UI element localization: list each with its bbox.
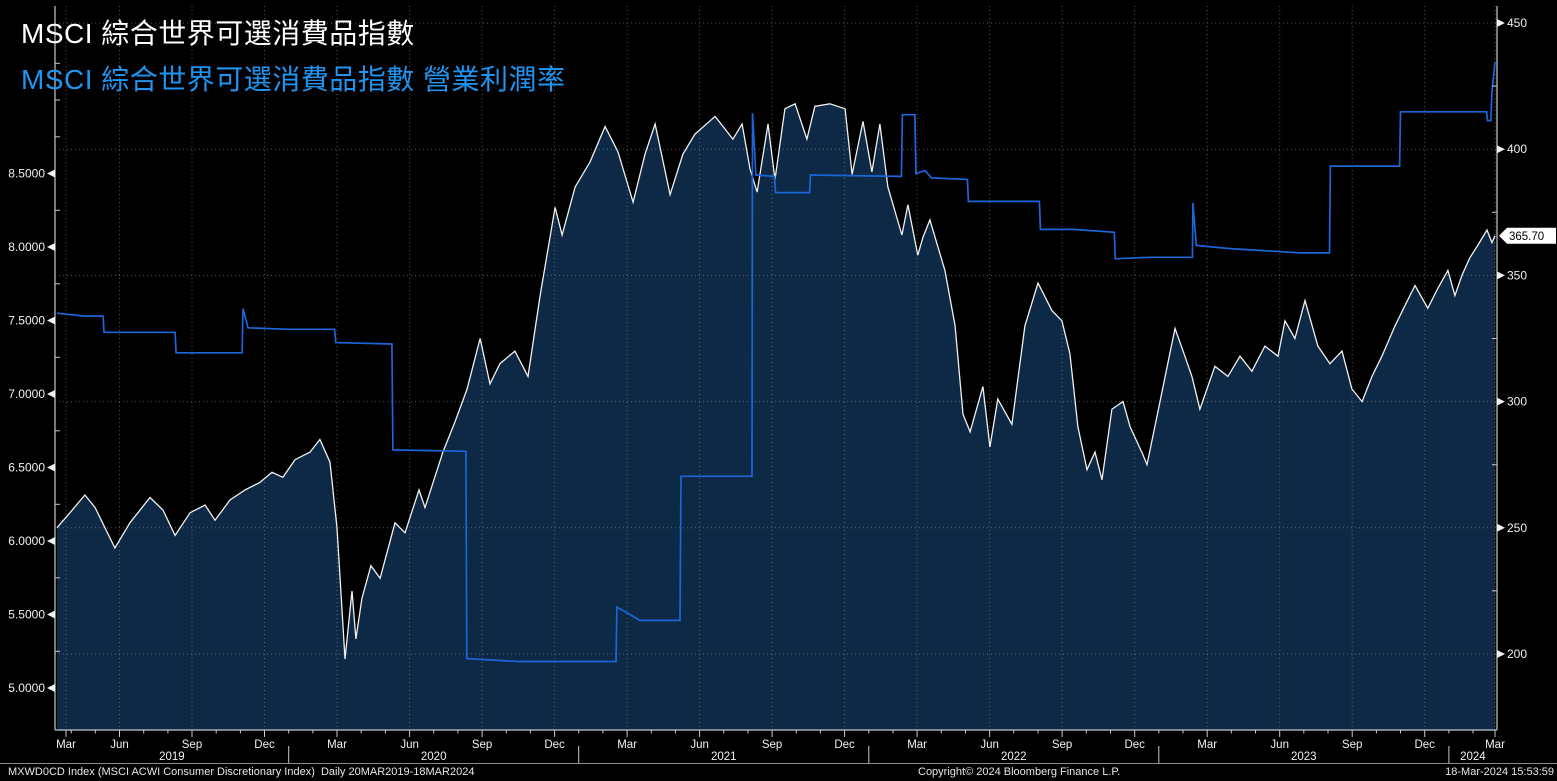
right-axis-tick-arrow — [1497, 271, 1505, 280]
status-security-info: MXWD0CD Index (MSCI ACWI Consumer Discre… — [8, 766, 475, 778]
left-axis-tick-arrow — [47, 390, 55, 398]
x-axis-month-label: Sep — [472, 739, 492, 751]
x-axis-year-label: 2024 — [1460, 751, 1486, 763]
x-axis-month-label: Sep — [762, 739, 782, 751]
right-axis-tick-arrow — [1497, 650, 1505, 658]
operating-margin-line — [56, 61, 1496, 663]
right-axis-label: 450 — [1507, 16, 1527, 30]
left-axis-label: 6.5000 — [8, 461, 45, 475]
right-axis-tick-arrow — [1497, 523, 1505, 532]
left-axis-label: 5.5000 — [8, 608, 45, 622]
status-datetime: 18-Mar-2024 15:53:59 — [1445, 766, 1554, 778]
left-axis-tick-arrow — [47, 169, 55, 178]
x-axis-month-label: Mar — [907, 739, 927, 751]
right-axis: 450 400 350 300 250 200 — [1492, 16, 1527, 661]
x-axis-month-label: Sep — [1342, 739, 1362, 751]
left-axis-label: 5.0000 — [8, 681, 45, 695]
left-axis: 8.5000 8.0000 7.5000 7.0000 6.5000 6.0000 5.50… — [8, 62, 60, 695]
right-axis-label: 200 — [1507, 647, 1527, 661]
x-axis-month-label: Mar — [617, 739, 637, 751]
x-axis-year-label: 2020 — [421, 751, 447, 763]
last-price-marker: 365.70 — [1499, 227, 1556, 244]
index-area-fill — [56, 103, 1495, 731]
axes — [54, 6, 1498, 731]
right-axis-label: 250 — [1507, 521, 1527, 535]
left-axis-label: 7.0000 — [8, 387, 45, 401]
x-axis-year-label: 2023 — [1291, 751, 1317, 763]
x-axis-month-label: Jun — [1270, 739, 1289, 751]
x-axis-month-label: Jun — [400, 739, 419, 751]
right-axis-label: 350 — [1507, 268, 1527, 282]
gridlines — [55, 6, 1497, 730]
left-axis-label: 8.5000 — [8, 167, 45, 181]
status-copyright: Copyright© 2024 Bloomberg Finance L.P. — [918, 766, 1121, 778]
right-axis-label: 300 — [1507, 395, 1527, 409]
chart-title-index: MSCI 綜合世界可選消費品指數 — [21, 18, 415, 49]
x-axis-month-label: Sep — [182, 739, 202, 751]
x-axis-month-label: Mar — [1197, 739, 1217, 751]
x-axis-month-label: Sep — [1052, 739, 1072, 751]
index-price-line — [56, 102, 1496, 660]
x-axis-month-label: Dec — [1124, 739, 1145, 751]
left-axis-tick-arrow — [47, 684, 55, 692]
x-axis-month-label: Dec — [544, 739, 565, 751]
x-axis-month-label: Mar — [56, 739, 76, 751]
left-axis-tick-arrow — [47, 316, 55, 325]
x-axis-month-label: Jun — [690, 739, 709, 751]
x-axis-year-label: 2019 — [159, 751, 185, 763]
left-axis-tick-arrow — [47, 537, 55, 545]
left-axis-label: 6.0000 — [8, 534, 45, 548]
last-price-value: 365.70 — [1509, 231, 1544, 243]
left-axis-tick-arrow — [47, 463, 55, 472]
right-axis-tick-arrow — [1497, 397, 1505, 406]
x-axis-year-label: 2022 — [1001, 751, 1027, 763]
chart-title-operating-margin: MSCI 綜合世界可選消費品指數 營業利潤率 — [21, 64, 566, 95]
right-axis-tick-arrow — [1497, 145, 1505, 154]
x-axis-month-label: Mar — [1485, 739, 1505, 751]
left-axis-tick-arrow — [47, 610, 55, 619]
left-axis-label: 8.0000 — [8, 240, 45, 254]
x-axis-month-label: Dec — [1414, 739, 1435, 751]
x-axis-month-label: Jun — [110, 739, 129, 751]
left-axis-label: 7.5000 — [8, 314, 45, 328]
status-bar: MXWD0CD Index (MSCI ACWI Consumer Discre… — [0, 763, 1557, 781]
x-axis-month-label: Jun — [980, 739, 999, 751]
left-axis-tick-arrow — [47, 243, 55, 251]
right-axis-label: 400 — [1507, 142, 1527, 156]
x-axis: Mar Jun Sep Dec Mar Jun Sep Dec Mar Jun Sep Dec Mar J… — [56, 730, 1505, 763]
x-axis-year-label: 2021 — [711, 751, 737, 763]
x-axis-month-label: Dec — [254, 739, 275, 751]
right-axis-tick-arrow — [1497, 19, 1505, 27]
x-axis-month-label: Mar — [327, 739, 347, 751]
x-axis-month-label: Dec — [834, 739, 855, 751]
